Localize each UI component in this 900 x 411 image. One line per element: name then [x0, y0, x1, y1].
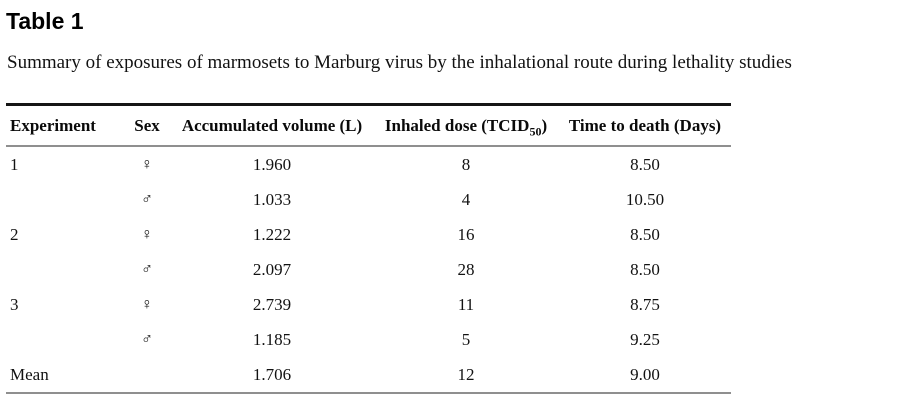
table-caption: Summary of exposures of marmosets to Mar…: [7, 52, 792, 74]
header-row: Experiment Sex Accumulated volume (L) In…: [6, 104, 731, 148]
sex-cell: ♂: [141, 330, 153, 348]
page-title: Table 1: [6, 8, 84, 34]
table-row-mean: Mean 1.706 12 9.00: [6, 357, 731, 393]
time-cell: 9.00: [630, 364, 660, 384]
experiment-cell: Mean: [10, 364, 49, 384]
inhaled-dose-suffix: ): [541, 115, 548, 135]
dose-cell: 12: [457, 364, 475, 384]
time-cell: 10.50: [625, 189, 665, 209]
dose-cell: 28: [457, 259, 475, 279]
header-sex: Sex: [123, 104, 171, 148]
header-experiment: Experiment: [6, 104, 123, 148]
time-cell: 9.25: [630, 329, 660, 349]
volume-cell: 1.033: [252, 189, 292, 209]
volume-cell: 1.222: [252, 224, 292, 244]
volume-cell: 1.960: [252, 154, 292, 174]
time-cell: 8.50: [630, 224, 660, 244]
sex-cell: ♂: [141, 260, 153, 278]
inhaled-dose-prefix: Inhaled dose (TCID: [384, 115, 530, 135]
header-accumulated-volume: Accumulated volume (L): [171, 104, 373, 148]
dose-cell: 5: [461, 329, 471, 349]
sex-cell: [123, 357, 171, 393]
sex-cell: ♀: [141, 155, 153, 173]
experiment-cell: 2: [10, 224, 19, 244]
table-row: 3 ♀ 2.739 11 8.75: [6, 287, 731, 322]
volume-cell: 1.185: [252, 329, 292, 349]
header-time-to-death: Time to death (Days): [559, 104, 731, 148]
header-inhaled-dose: Inhaled dose (TCID50): [373, 104, 559, 148]
inhaled-dose-subscript: 50: [529, 124, 542, 139]
sex-cell: ♂: [141, 190, 153, 208]
table-row: ♂ 1.033 4 10.50: [6, 182, 731, 217]
volume-cell: 2.739: [252, 294, 292, 314]
time-cell: 8.50: [630, 154, 660, 174]
dose-cell: 4: [461, 189, 471, 209]
table-row: 2 ♀ 1.222 16 8.50: [6, 217, 731, 252]
table-body: 1 ♀ 1.960 8 8.50 ♂ 1.033 4 10.50 2 ♀ 1.2…: [6, 146, 731, 393]
table-row: 1 ♀ 1.960 8 8.50: [6, 146, 731, 182]
table-row: ♂ 1.185 5 9.25: [6, 322, 731, 357]
sex-cell: ♀: [141, 225, 153, 243]
table-row: ♂ 2.097 28 8.50: [6, 252, 731, 287]
experiment-cell: [6, 252, 123, 287]
dose-cell: 8: [461, 154, 471, 174]
table-header: Experiment Sex Accumulated volume (L) In…: [6, 104, 731, 148]
time-cell: 8.50: [630, 259, 660, 279]
volume-cell: 1.706: [252, 364, 292, 384]
experiment-cell: 1: [10, 154, 19, 174]
time-cell: 8.75: [630, 294, 660, 314]
data-table: Experiment Sex Accumulated volume (L) In…: [6, 103, 731, 395]
volume-cell: 2.097: [252, 259, 292, 279]
document-page: Table 1 Summary of exposures of marmoset…: [6, 8, 792, 395]
experiment-cell: [6, 322, 123, 357]
experiment-cell: [6, 182, 123, 217]
dose-cell: 11: [457, 294, 475, 314]
experiment-cell: 3: [10, 294, 19, 314]
sex-cell: ♀: [141, 295, 153, 313]
dose-cell: 16: [457, 224, 475, 244]
